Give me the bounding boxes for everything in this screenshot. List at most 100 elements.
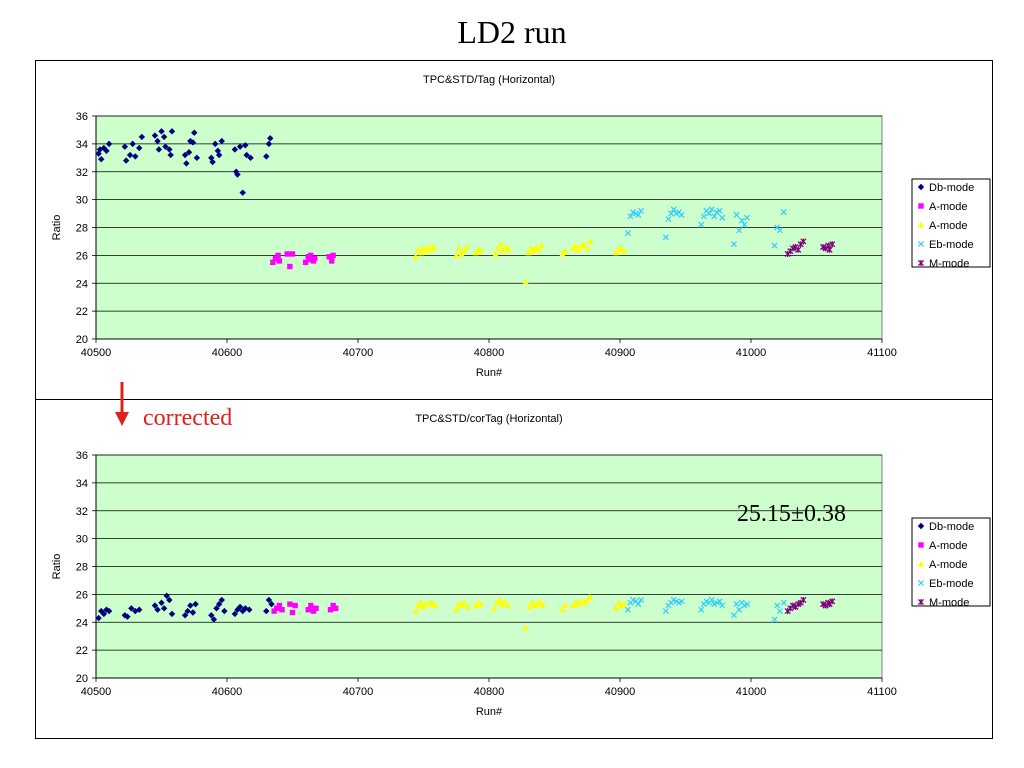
legend-entry: A-mode [929, 220, 968, 232]
data-point [700, 213, 707, 220]
data-point [209, 158, 216, 166]
data-point [333, 605, 339, 612]
data-point [771, 616, 778, 623]
data-point [492, 250, 499, 257]
data-point [536, 597, 544, 604]
x-tick-label: 40500 [81, 347, 112, 359]
data-point [776, 608, 783, 615]
data-point [276, 258, 283, 264]
y-tick-label: 30 [76, 534, 88, 546]
data-point [160, 605, 168, 612]
series-a-mode [270, 251, 336, 270]
data-point [310, 258, 317, 264]
data-point [698, 221, 705, 228]
data-point [586, 593, 594, 600]
data-point [242, 142, 249, 149]
data-point [420, 245, 427, 252]
data-point [538, 242, 545, 249]
data-point [477, 600, 485, 607]
data-point [771, 242, 778, 249]
data-point [234, 171, 241, 178]
chart-title: TPC&STD/Tag (Horizontal) [423, 74, 555, 86]
x-tick-label: 40900 [605, 686, 636, 698]
data-point [326, 254, 332, 260]
series-m-mode [784, 238, 836, 258]
data-point [504, 602, 511, 609]
chart-panel-top: TPC&STD/Tag (Horizontal) 20 22 24 26 28 30 32 34… [35, 60, 993, 400]
legend-entry: M-mode [929, 258, 969, 270]
data-point [453, 251, 460, 258]
data-point [706, 210, 713, 217]
legend-marker [917, 183, 925, 191]
data-point [168, 128, 176, 135]
data-point [132, 153, 139, 160]
legend-entry: Db-mode [929, 182, 974, 194]
data-point [460, 599, 468, 606]
y-tick-label: 20 [76, 673, 88, 685]
y-tick-label: 22 [76, 306, 88, 318]
data-point [795, 246, 802, 253]
data-point [155, 146, 163, 153]
legend-marker [918, 542, 924, 548]
data-point [580, 240, 587, 247]
data-point [736, 606, 743, 613]
data-point [535, 246, 542, 253]
x-tick-label: 41000 [736, 686, 767, 698]
x-tick-label: 41000 [736, 347, 767, 359]
legend-entry: A-mode [929, 201, 968, 213]
series-eb-mode [624, 206, 787, 249]
data-point [432, 602, 439, 609]
x-tick-label: 40600 [212, 347, 243, 359]
data-point [151, 602, 159, 609]
data-point [276, 602, 283, 609]
data-point [662, 608, 669, 615]
y-tick-label: 20 [76, 334, 88, 346]
data-point [154, 137, 161, 145]
data-point [95, 150, 102, 157]
chart-title: TPC&STD/corTag (Horizontal) [415, 413, 562, 425]
data-point [455, 245, 463, 252]
data-point [167, 151, 174, 159]
data-point [166, 146, 173, 153]
data-point [711, 213, 718, 220]
data-point [525, 249, 532, 256]
data-point [460, 247, 468, 254]
data-point [678, 598, 685, 605]
data-point [417, 249, 425, 256]
data-point [529, 599, 536, 606]
data-point [289, 251, 296, 257]
data-point [453, 606, 460, 613]
data-point [218, 137, 225, 145]
data-point [275, 252, 281, 259]
data-point [268, 600, 275, 608]
data-point [620, 600, 628, 607]
data-point [287, 263, 293, 270]
y-tick-label: 32 [76, 167, 88, 179]
legend-box [911, 178, 991, 268]
y-tick-label: 36 [76, 111, 88, 123]
data-point [744, 601, 751, 608]
y-tick-label: 24 [76, 617, 88, 629]
data-point [736, 227, 743, 234]
data-point [308, 252, 314, 259]
data-point [497, 240, 504, 247]
data-point [215, 151, 223, 159]
data-point [662, 234, 669, 241]
data-point [279, 607, 285, 613]
down-arrow-icon [115, 382, 129, 426]
data-point [412, 253, 419, 260]
y-tick-label: 34 [76, 478, 88, 490]
data-point [532, 243, 540, 250]
data-point [208, 154, 215, 162]
series-a-mode [271, 601, 339, 616]
data-point [800, 238, 807, 245]
data-point [698, 606, 705, 613]
data-point [708, 206, 715, 213]
data-point [310, 608, 317, 614]
data-point [612, 249, 620, 256]
data-point [829, 598, 836, 605]
data-point [136, 144, 143, 152]
data-point [561, 247, 569, 254]
data-point [624, 230, 631, 237]
legend-entry: A-mode [929, 559, 968, 571]
